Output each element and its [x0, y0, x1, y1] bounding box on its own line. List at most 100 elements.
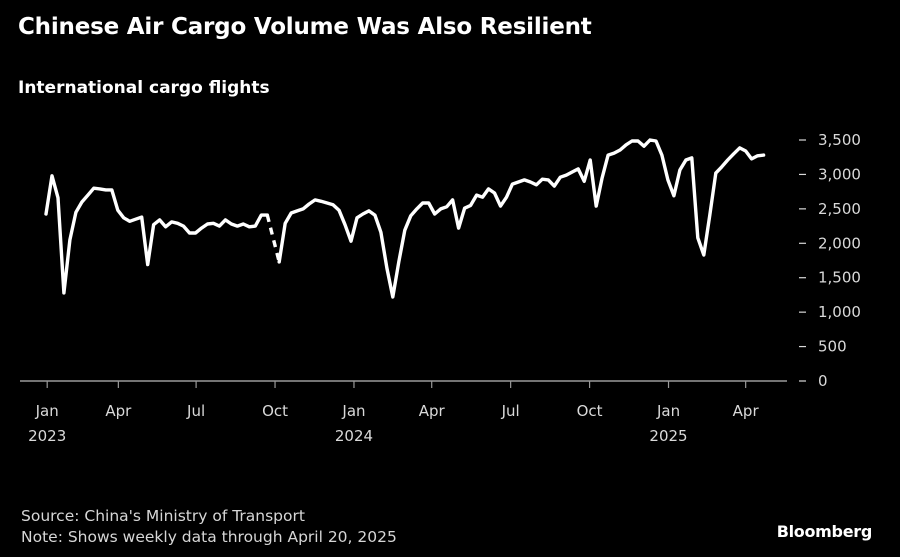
data-point: [278, 260, 281, 264]
data-point: [547, 178, 550, 182]
footer-notes: Source: China's Ministry of Transport No…: [21, 506, 397, 548]
data-point: [732, 152, 735, 155]
data-point: [427, 201, 430, 205]
data-point: [307, 202, 311, 206]
y-axis: 0 500 1,000 1,500 2,000 2,500 3,000 3,500: [799, 131, 861, 390]
data-point: [295, 209, 299, 213]
data-point: [44, 212, 48, 216]
data-point: [236, 224, 239, 228]
data-point: [750, 157, 753, 161]
data-point: [260, 213, 263, 217]
data-point: [110, 188, 113, 192]
data-point: [487, 187, 490, 191]
x-tick-label: Jul: [186, 402, 205, 420]
data-point: [379, 231, 383, 234]
x-tick-label: Apr: [419, 402, 446, 420]
data-point: [403, 229, 406, 232]
data-point: [56, 196, 60, 200]
data-point: [86, 193, 90, 197]
data-point: [98, 187, 102, 191]
data-point: [68, 238, 72, 242]
data-point: [583, 180, 586, 183]
data-point: [319, 200, 323, 203]
data-point: [104, 188, 108, 192]
data-point: [349, 240, 353, 243]
data-point: [134, 217, 137, 221]
data-point: [714, 171, 717, 175]
data-point: [600, 176, 604, 180]
x-tick-label: Apr: [105, 402, 132, 420]
data-point: [331, 203, 335, 206]
data-note: Note: Shows weekly data through April 20…: [21, 528, 397, 546]
data-point: [618, 148, 622, 152]
data-point: [762, 153, 765, 157]
data-point: [439, 207, 442, 211]
data-point: [523, 178, 526, 182]
data-point: [206, 222, 209, 226]
data-point: [756, 154, 759, 158]
data-point: [128, 220, 131, 223]
y-tick-label: 3,000: [818, 165, 861, 183]
data-point: [116, 209, 119, 212]
data-point: [385, 266, 389, 270]
data-point: [200, 226, 203, 230]
data-point: [170, 220, 173, 224]
data-point: [50, 174, 54, 178]
series-line-dashed-gap: [265, 214, 281, 263]
data-point: [158, 218, 161, 222]
bloomberg-logo: Bloomberg: [776, 522, 873, 541]
data-point: [146, 263, 149, 266]
x-tick-label: Oct: [262, 402, 288, 420]
data-point: [325, 201, 329, 205]
data-point: [565, 173, 568, 177]
data-point: [254, 224, 257, 228]
data-point: [624, 143, 628, 147]
data-point: [248, 225, 251, 228]
data-point: [541, 178, 544, 181]
data-point: [188, 231, 191, 235]
data-point: [511, 182, 514, 186]
data-point: [636, 139, 640, 143]
source-note: Source: China's Ministry of Transport: [21, 507, 305, 525]
data-point: [493, 191, 496, 195]
y-tick-label: 2,500: [818, 200, 861, 218]
data-point: [343, 223, 347, 226]
data-point: [720, 165, 723, 169]
data-point: [612, 151, 616, 155]
data-point: [577, 167, 580, 171]
data-point: [313, 198, 317, 202]
y-tick-label: 3,500: [818, 131, 861, 149]
data-point: [152, 223, 155, 226]
data-point: [726, 158, 729, 162]
data-point: [451, 198, 454, 202]
data-point: [517, 180, 520, 184]
chart-title: Chinese Air Cargo Volume Was Also Resili…: [18, 14, 592, 40]
data-point: [433, 212, 436, 216]
data-point: [738, 146, 741, 150]
data-point: [242, 222, 245, 226]
x-tick-year-label: 2023: [28, 427, 66, 445]
data-point: [301, 207, 305, 211]
data-point: [475, 193, 478, 197]
data-point: [445, 205, 448, 208]
chart-subtitle: International cargo flights: [18, 78, 270, 98]
data-point: [553, 184, 556, 188]
data-point: [696, 236, 700, 239]
x-axis: Jan 2023 Apr Jul Oct Jan 2024 Apr Jul Oct Jan 2025 A…: [20, 380, 787, 445]
data-point: [642, 144, 646, 148]
y-tick-label: 500: [818, 338, 847, 356]
data-point: [355, 216, 359, 220]
data-point: [92, 187, 96, 190]
data-point: [182, 224, 185, 228]
data-point: [284, 222, 287, 225]
x-tick-label: Jan: [656, 402, 680, 420]
data-point: [80, 200, 84, 204]
x-tick-label: Apr: [733, 402, 760, 420]
data-point: [702, 253, 705, 257]
data-point: [666, 178, 670, 182]
x-tick-year-label: 2024: [335, 427, 373, 445]
y-tick-label: 1,500: [818, 269, 861, 287]
data-point: [122, 216, 125, 220]
data-point: [505, 195, 508, 199]
